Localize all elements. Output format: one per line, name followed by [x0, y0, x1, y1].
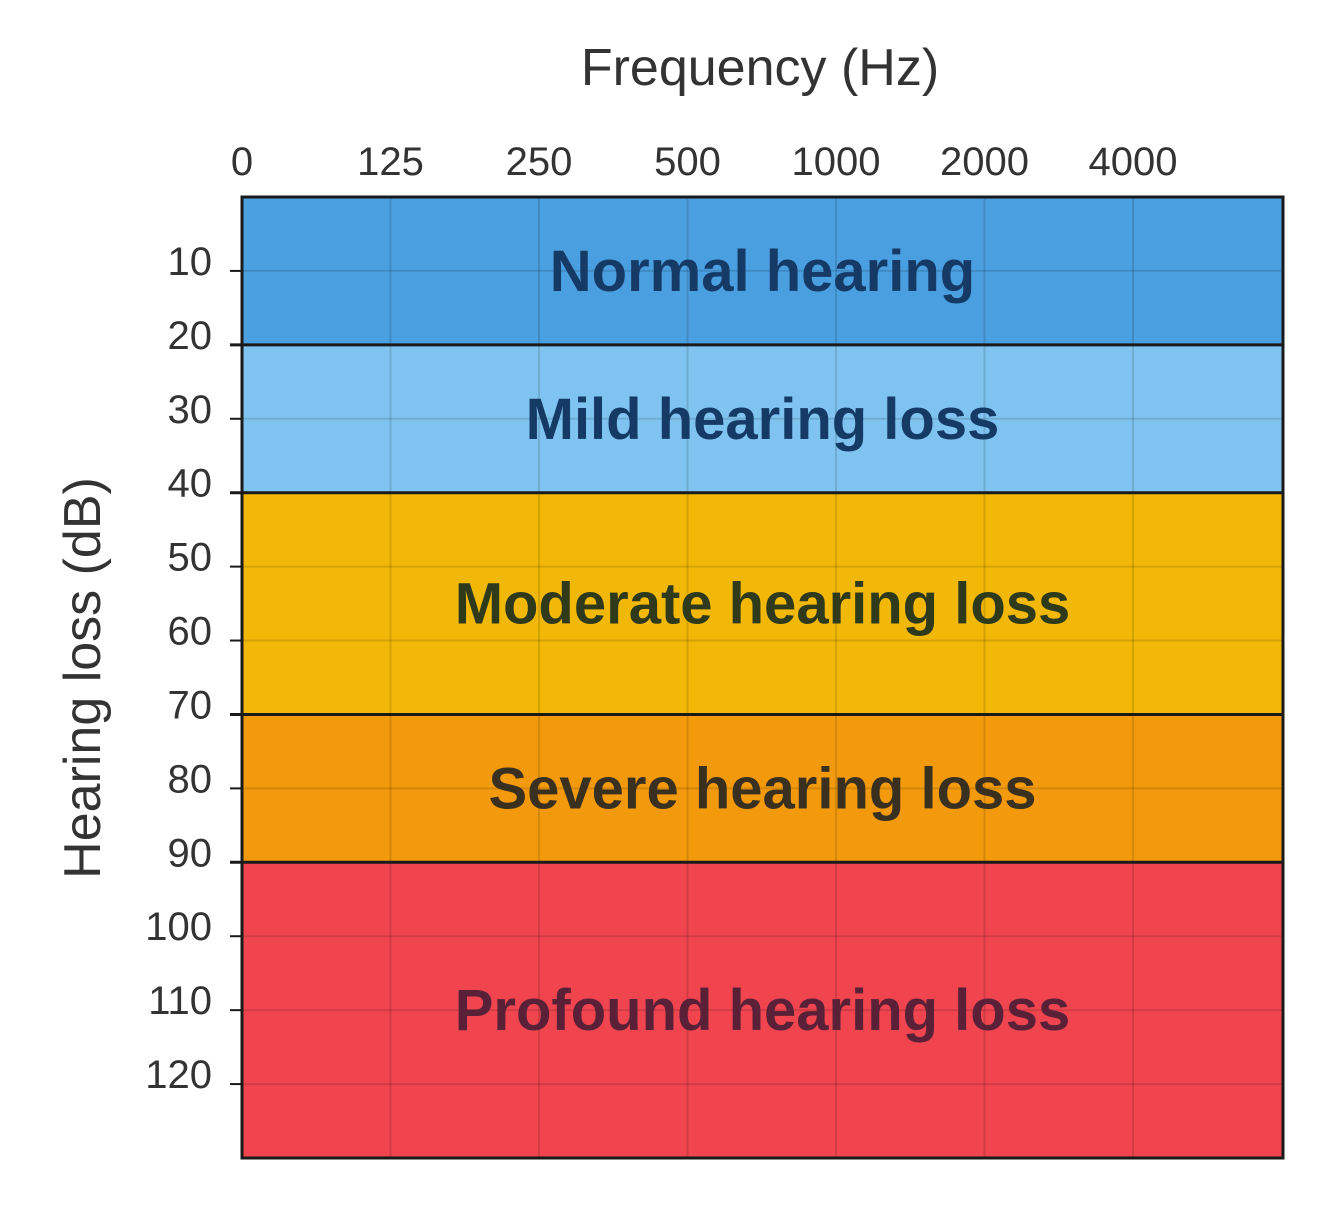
y-tick-label: 30	[168, 388, 213, 432]
x-tick-label: 250	[506, 140, 573, 184]
band-label: Moderate hearing loss	[455, 572, 1071, 637]
y-axis-title: Hearing loss (dB)	[54, 477, 112, 879]
x-tick-label: 4000	[1089, 140, 1178, 184]
x-tick-label: 0	[231, 140, 253, 184]
y-ticks-layer: 10 20 30 40 50 60 70 80 90 100 110 120	[145, 240, 242, 1097]
y-tick-label: 20	[168, 314, 213, 358]
x-ticks-layer: 0 125 250 500 1000 2000 4000	[231, 140, 1178, 184]
x-tick-label: 500	[654, 140, 721, 184]
y-tick-label: 110	[148, 979, 212, 1023]
x-tick-label: 125	[357, 140, 424, 184]
band-labels-layer: Normal hearing Mild hearing loss Moderate …	[455, 239, 1071, 1043]
band-label: Profound hearing loss	[455, 978, 1071, 1043]
band-label: Mild hearing loss	[526, 387, 1000, 452]
y-tick-label: 80	[168, 757, 213, 801]
y-tick-label: 10	[168, 240, 213, 284]
band-mild-hearing-loss	[242, 344, 1283, 493]
y-tick-label: 40	[168, 462, 213, 506]
band-severe-hearing-loss	[242, 714, 1283, 863]
x-tick-label: 2000	[940, 140, 1029, 184]
band-moderate-hearing-loss	[242, 492, 1283, 715]
band-profound-hearing-loss	[242, 862, 1283, 1158]
y-tick-label: 100	[145, 905, 212, 949]
y-tick-label: 70	[168, 683, 213, 727]
bands-layer	[242, 197, 1283, 1158]
band-normal-hearing	[242, 197, 1283, 345]
plot-frame	[240, 195, 1285, 1160]
x-tick-label: 1000	[792, 140, 881, 184]
band-label: Severe hearing loss	[488, 756, 1036, 821]
y-tick-label: 60	[168, 610, 213, 654]
y-tick-label: 50	[168, 536, 213, 580]
y-tick-label: 90	[168, 831, 213, 875]
borders-layer	[230, 195, 1285, 1160]
y-tick-label: 120	[145, 1053, 212, 1097]
x-axis-title: Frequency (Hz)	[581, 39, 939, 97]
band-label: Normal hearing	[550, 239, 975, 304]
